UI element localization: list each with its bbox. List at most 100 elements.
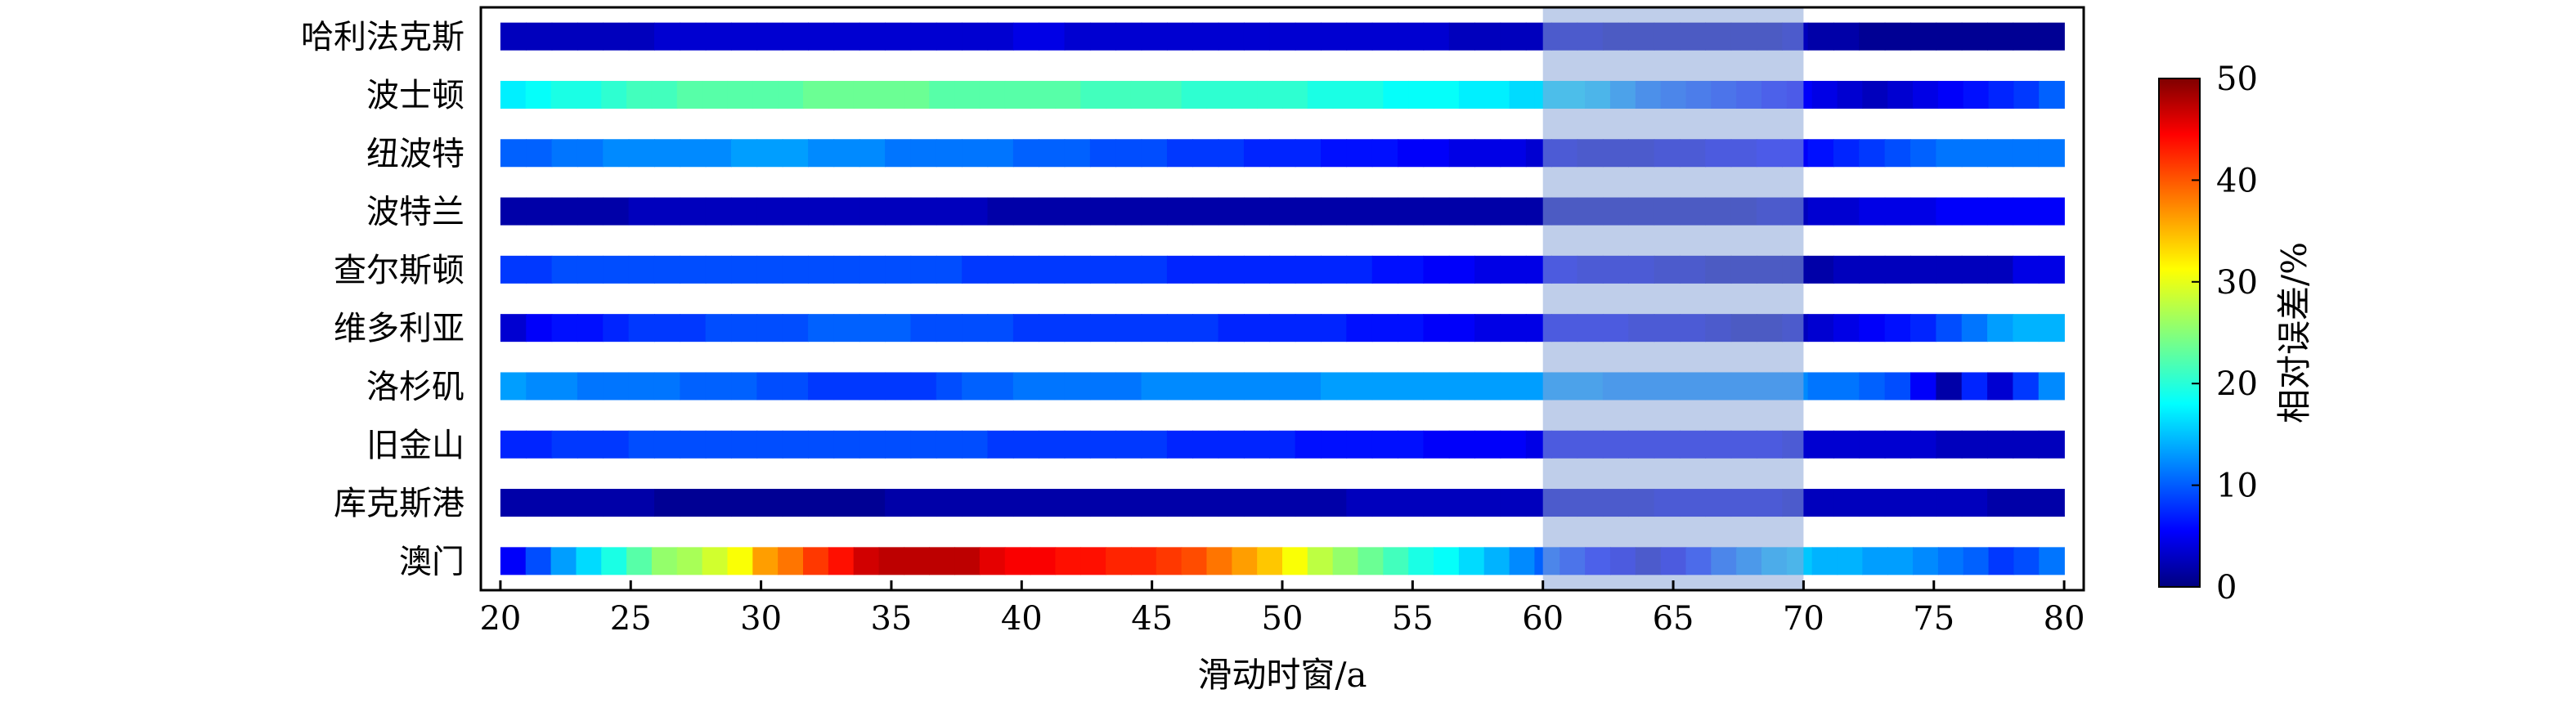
heatmap-cell xyxy=(1295,314,1322,343)
heatmap-cell xyxy=(2013,430,2040,459)
heatmap-cell xyxy=(1910,489,1937,517)
heatmap-cell xyxy=(1166,197,1194,226)
heatmap-cell xyxy=(987,255,1014,284)
colorbar-tick-label: 20 xyxy=(2216,365,2258,403)
heatmap-cell xyxy=(1371,489,1398,517)
colorbar-tick-label: 40 xyxy=(2216,162,2258,199)
x-tick-label: 75 xyxy=(1913,600,1954,638)
heatmap-cell xyxy=(1807,372,1834,401)
row-label: 哈利法克斯 xyxy=(301,19,464,56)
heatmap-cell xyxy=(500,139,527,168)
heatmap-cell xyxy=(2038,372,2065,401)
heatmap-cell xyxy=(1166,139,1194,168)
heatmap-cell xyxy=(910,372,937,401)
heatmap-cell xyxy=(1371,372,1398,401)
heatmap-cell xyxy=(577,314,604,343)
heatmap-cell xyxy=(1064,314,1091,343)
heatmap-cell xyxy=(1115,139,1142,168)
heatmap-cell xyxy=(1807,197,1834,226)
heatmap-cell xyxy=(1295,489,1322,517)
heatmap-cell xyxy=(1269,197,1296,226)
heatmap-cell xyxy=(628,255,655,284)
heatmap-cell xyxy=(782,139,809,168)
heatmap-cell xyxy=(828,547,855,575)
heatmap-cell xyxy=(1807,489,1834,517)
heatmap-cell xyxy=(1192,255,1219,284)
heatmap-cell xyxy=(1166,314,1194,343)
heatmap-cell xyxy=(1346,197,1373,226)
heatmap-cell xyxy=(551,314,578,343)
heatmap-cell xyxy=(731,139,758,168)
heatmap-cell xyxy=(1012,22,1039,51)
heatmap-cell xyxy=(1910,430,1937,459)
x-tick-label: 55 xyxy=(1392,600,1434,638)
heatmap-cell xyxy=(936,22,963,51)
heatmap-cell xyxy=(1884,139,1911,168)
heatmap-cell xyxy=(1509,80,1536,109)
heatmap-cell xyxy=(676,80,703,109)
heatmap-cell xyxy=(1474,430,1501,459)
heatmap-cell xyxy=(1064,255,1091,284)
heatmap-cell xyxy=(526,372,553,401)
heatmap-cell xyxy=(853,80,880,109)
heatmap-cell xyxy=(1218,430,1245,459)
heatmap-cell xyxy=(936,139,963,168)
heatmap-cell xyxy=(1269,372,1296,401)
heatmap-cell xyxy=(833,255,860,284)
heatmap-cell xyxy=(1936,372,1963,401)
heatmap-cell xyxy=(603,489,630,517)
heatmap-cell xyxy=(878,547,905,575)
heatmap-cell xyxy=(1089,372,1117,401)
heatmap-cell xyxy=(2038,489,2065,517)
heatmap-cell xyxy=(1080,547,1106,575)
heatmap-cell xyxy=(1859,430,1886,459)
heatmap-cell xyxy=(1218,372,1245,401)
heatmap-cell xyxy=(1039,430,1066,459)
heatmap-cell xyxy=(1321,197,1348,226)
heatmap-cell xyxy=(1833,430,1860,459)
heatmap-cell xyxy=(1937,80,1964,109)
heatmap-cell xyxy=(525,80,552,109)
heatmap-cell xyxy=(1936,139,1963,168)
heatmap-cell xyxy=(1346,314,1373,343)
heatmap-cell xyxy=(1243,255,1271,284)
heatmap-cell xyxy=(727,80,754,109)
heatmap-cell xyxy=(1269,489,1296,517)
heatmap-cell xyxy=(1859,197,1886,226)
heatmap-cell xyxy=(1089,22,1117,51)
heatmap-cell xyxy=(577,489,604,517)
heatmap-cell xyxy=(1910,22,1937,51)
heatmap-cell xyxy=(808,22,835,51)
heatmap-cell xyxy=(653,139,681,168)
heatmap-cell xyxy=(1115,314,1142,343)
heatmap-cell xyxy=(1064,22,1091,51)
heatmap-cell xyxy=(885,314,912,343)
heatmap-cell xyxy=(962,22,989,51)
heatmap-cell xyxy=(1218,197,1245,226)
heatmap-cell xyxy=(1500,139,1527,168)
heatmap-cell xyxy=(1884,372,1911,401)
heatmap-cell xyxy=(500,489,527,517)
heatmap-cell xyxy=(731,430,758,459)
heatmap-cell xyxy=(910,430,937,459)
heatmap-cell xyxy=(1448,255,1475,284)
heatmap-cell xyxy=(929,547,955,575)
heatmap-cell xyxy=(1039,139,1066,168)
heatmap-cell xyxy=(1181,547,1208,575)
heatmap-cell xyxy=(526,489,553,517)
heatmap-cell xyxy=(2013,139,2040,168)
heatmap-cell xyxy=(1500,430,1527,459)
heatmap-cell xyxy=(1064,489,1091,517)
heatmap-cell xyxy=(1243,22,1271,51)
heatmap-cell xyxy=(904,80,931,109)
heatmap-cell xyxy=(910,22,937,51)
heatmap-cell xyxy=(1346,372,1373,401)
heatmap-cell xyxy=(1243,197,1271,226)
heatmap-cell xyxy=(1884,22,1911,51)
heatmap-cell xyxy=(756,197,783,226)
heatmap-cell xyxy=(936,489,963,517)
heatmap-cell xyxy=(1884,197,1911,226)
heatmap-cell xyxy=(1811,547,1838,575)
heatmap-cell xyxy=(1398,489,1425,517)
heatmap-cell xyxy=(1039,22,1066,51)
